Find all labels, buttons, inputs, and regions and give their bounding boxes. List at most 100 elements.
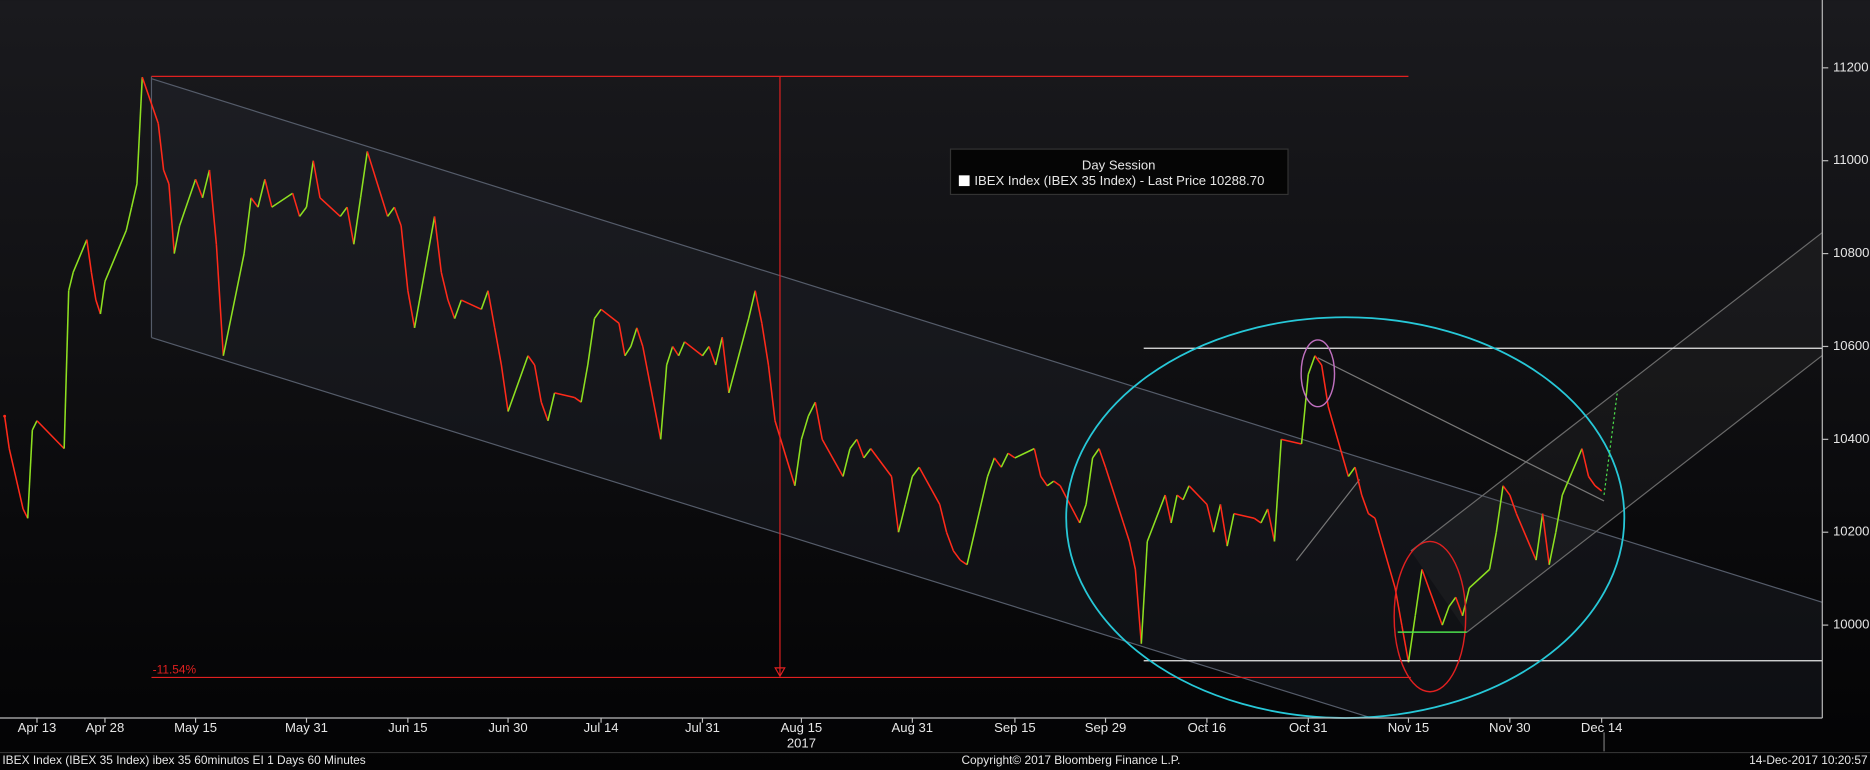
price-segment xyxy=(433,216,443,273)
price-segment xyxy=(1014,447,1035,459)
footer-left: IBEX Index (IBEX 35 Index) ibex 35 60min… xyxy=(2,753,365,767)
price-segment xyxy=(814,402,823,440)
price-segment xyxy=(593,308,602,320)
price-segment xyxy=(1212,504,1222,533)
price-segment xyxy=(507,355,529,412)
price-segment xyxy=(1307,355,1316,375)
y-tick-label: 10800 xyxy=(1833,245,1869,260)
price-segment xyxy=(1091,448,1100,459)
price-segment xyxy=(1407,615,1416,663)
price-segment xyxy=(130,183,138,208)
plot-area xyxy=(150,76,1823,719)
price-segment xyxy=(636,327,644,347)
price-segment xyxy=(1176,494,1184,501)
price-segment xyxy=(86,239,93,273)
price-segment xyxy=(339,206,348,217)
price-segment xyxy=(587,318,596,366)
price-segment xyxy=(842,448,851,477)
price-segment xyxy=(1128,541,1137,570)
footer-right: 14-Dec-2017 10:20:57 xyxy=(1749,753,1868,767)
price-segment xyxy=(767,364,776,421)
price-segment xyxy=(849,438,858,450)
price-segment xyxy=(1561,448,1583,496)
price-segment xyxy=(1509,494,1518,514)
x-tick-label: Apr 28 xyxy=(86,720,125,735)
trend-line xyxy=(1295,479,1361,561)
x-tick-label: Apr 13 xyxy=(18,720,57,735)
x-tick-label: Sep 29 xyxy=(1085,720,1127,735)
price-segment xyxy=(671,346,680,357)
price-segment xyxy=(1134,569,1143,644)
price-segment xyxy=(1441,606,1450,626)
price-segment xyxy=(1314,355,1323,366)
price-segment xyxy=(291,192,301,217)
price-segment xyxy=(1281,438,1302,445)
price-segment xyxy=(298,206,308,217)
price-segment xyxy=(807,401,816,417)
price-segment xyxy=(1448,596,1457,607)
price-segment xyxy=(527,355,536,366)
price-segment xyxy=(952,550,961,561)
price-segment xyxy=(630,327,638,347)
price-segment xyxy=(1327,406,1350,477)
price-segment xyxy=(359,151,369,198)
x-tick-label: Nov 30 xyxy=(1489,720,1531,735)
price-segment xyxy=(1253,517,1262,524)
price-segment xyxy=(36,420,65,450)
x-tick-label: Oct 16 xyxy=(1188,720,1227,735)
price-segment xyxy=(1040,476,1048,487)
price-segment xyxy=(1000,452,1009,468)
x-tick-label: Jun 30 xyxy=(488,720,527,735)
x-tick-label: May 31 xyxy=(285,720,328,735)
price-segment xyxy=(959,559,968,566)
price-segment xyxy=(366,151,389,217)
footer-center: Copyright© 2017 Bloomberg Finance L.P. xyxy=(961,753,1180,767)
price-segment xyxy=(701,346,710,357)
price-segment xyxy=(1367,513,1376,519)
y-tick-label: 10000 xyxy=(1833,617,1869,632)
price-segment xyxy=(1206,504,1215,533)
price-segment xyxy=(173,225,181,254)
price-segment xyxy=(1140,541,1149,644)
price-segment xyxy=(407,290,416,329)
price-segment xyxy=(1007,452,1016,459)
price-segment xyxy=(500,364,509,412)
price-segment xyxy=(243,197,252,254)
up-channel-line xyxy=(1410,232,1823,552)
price-segment xyxy=(447,299,456,319)
legend-title: Day Session xyxy=(1082,157,1156,172)
price-segment xyxy=(1515,513,1537,561)
x-tick-label: Jun 15 xyxy=(388,720,427,735)
x-tick-label: Oct 31 xyxy=(1289,720,1328,735)
price-segment xyxy=(714,336,723,366)
price-segment xyxy=(574,396,582,403)
price-segment xyxy=(1594,485,1603,492)
price-segment xyxy=(271,192,294,208)
price-segment xyxy=(99,281,106,315)
price-segment xyxy=(708,346,717,366)
price-segment xyxy=(1468,568,1491,589)
price-segment xyxy=(918,466,941,505)
price-segment xyxy=(386,206,395,217)
price-segment xyxy=(863,448,872,459)
price-segment xyxy=(194,179,204,199)
y-tick-label: 10200 xyxy=(1833,524,1869,539)
x-tick-label: Aug 31 xyxy=(892,720,934,735)
price-segment xyxy=(63,290,70,449)
price-segment xyxy=(1164,494,1172,524)
x-tick-label: Sep 15 xyxy=(994,720,1036,735)
price-segment xyxy=(141,76,159,124)
price-segment xyxy=(393,206,402,226)
price-segment xyxy=(870,448,893,477)
price-segment xyxy=(1488,532,1498,570)
price-segment xyxy=(250,197,259,208)
price-segment xyxy=(1548,532,1557,565)
price-segment xyxy=(319,197,341,218)
price-segment xyxy=(95,299,102,315)
price-segment xyxy=(1104,466,1125,524)
price-segment xyxy=(1226,513,1235,547)
price-segment xyxy=(222,253,245,356)
drop-percent: -11.54% xyxy=(153,662,197,676)
